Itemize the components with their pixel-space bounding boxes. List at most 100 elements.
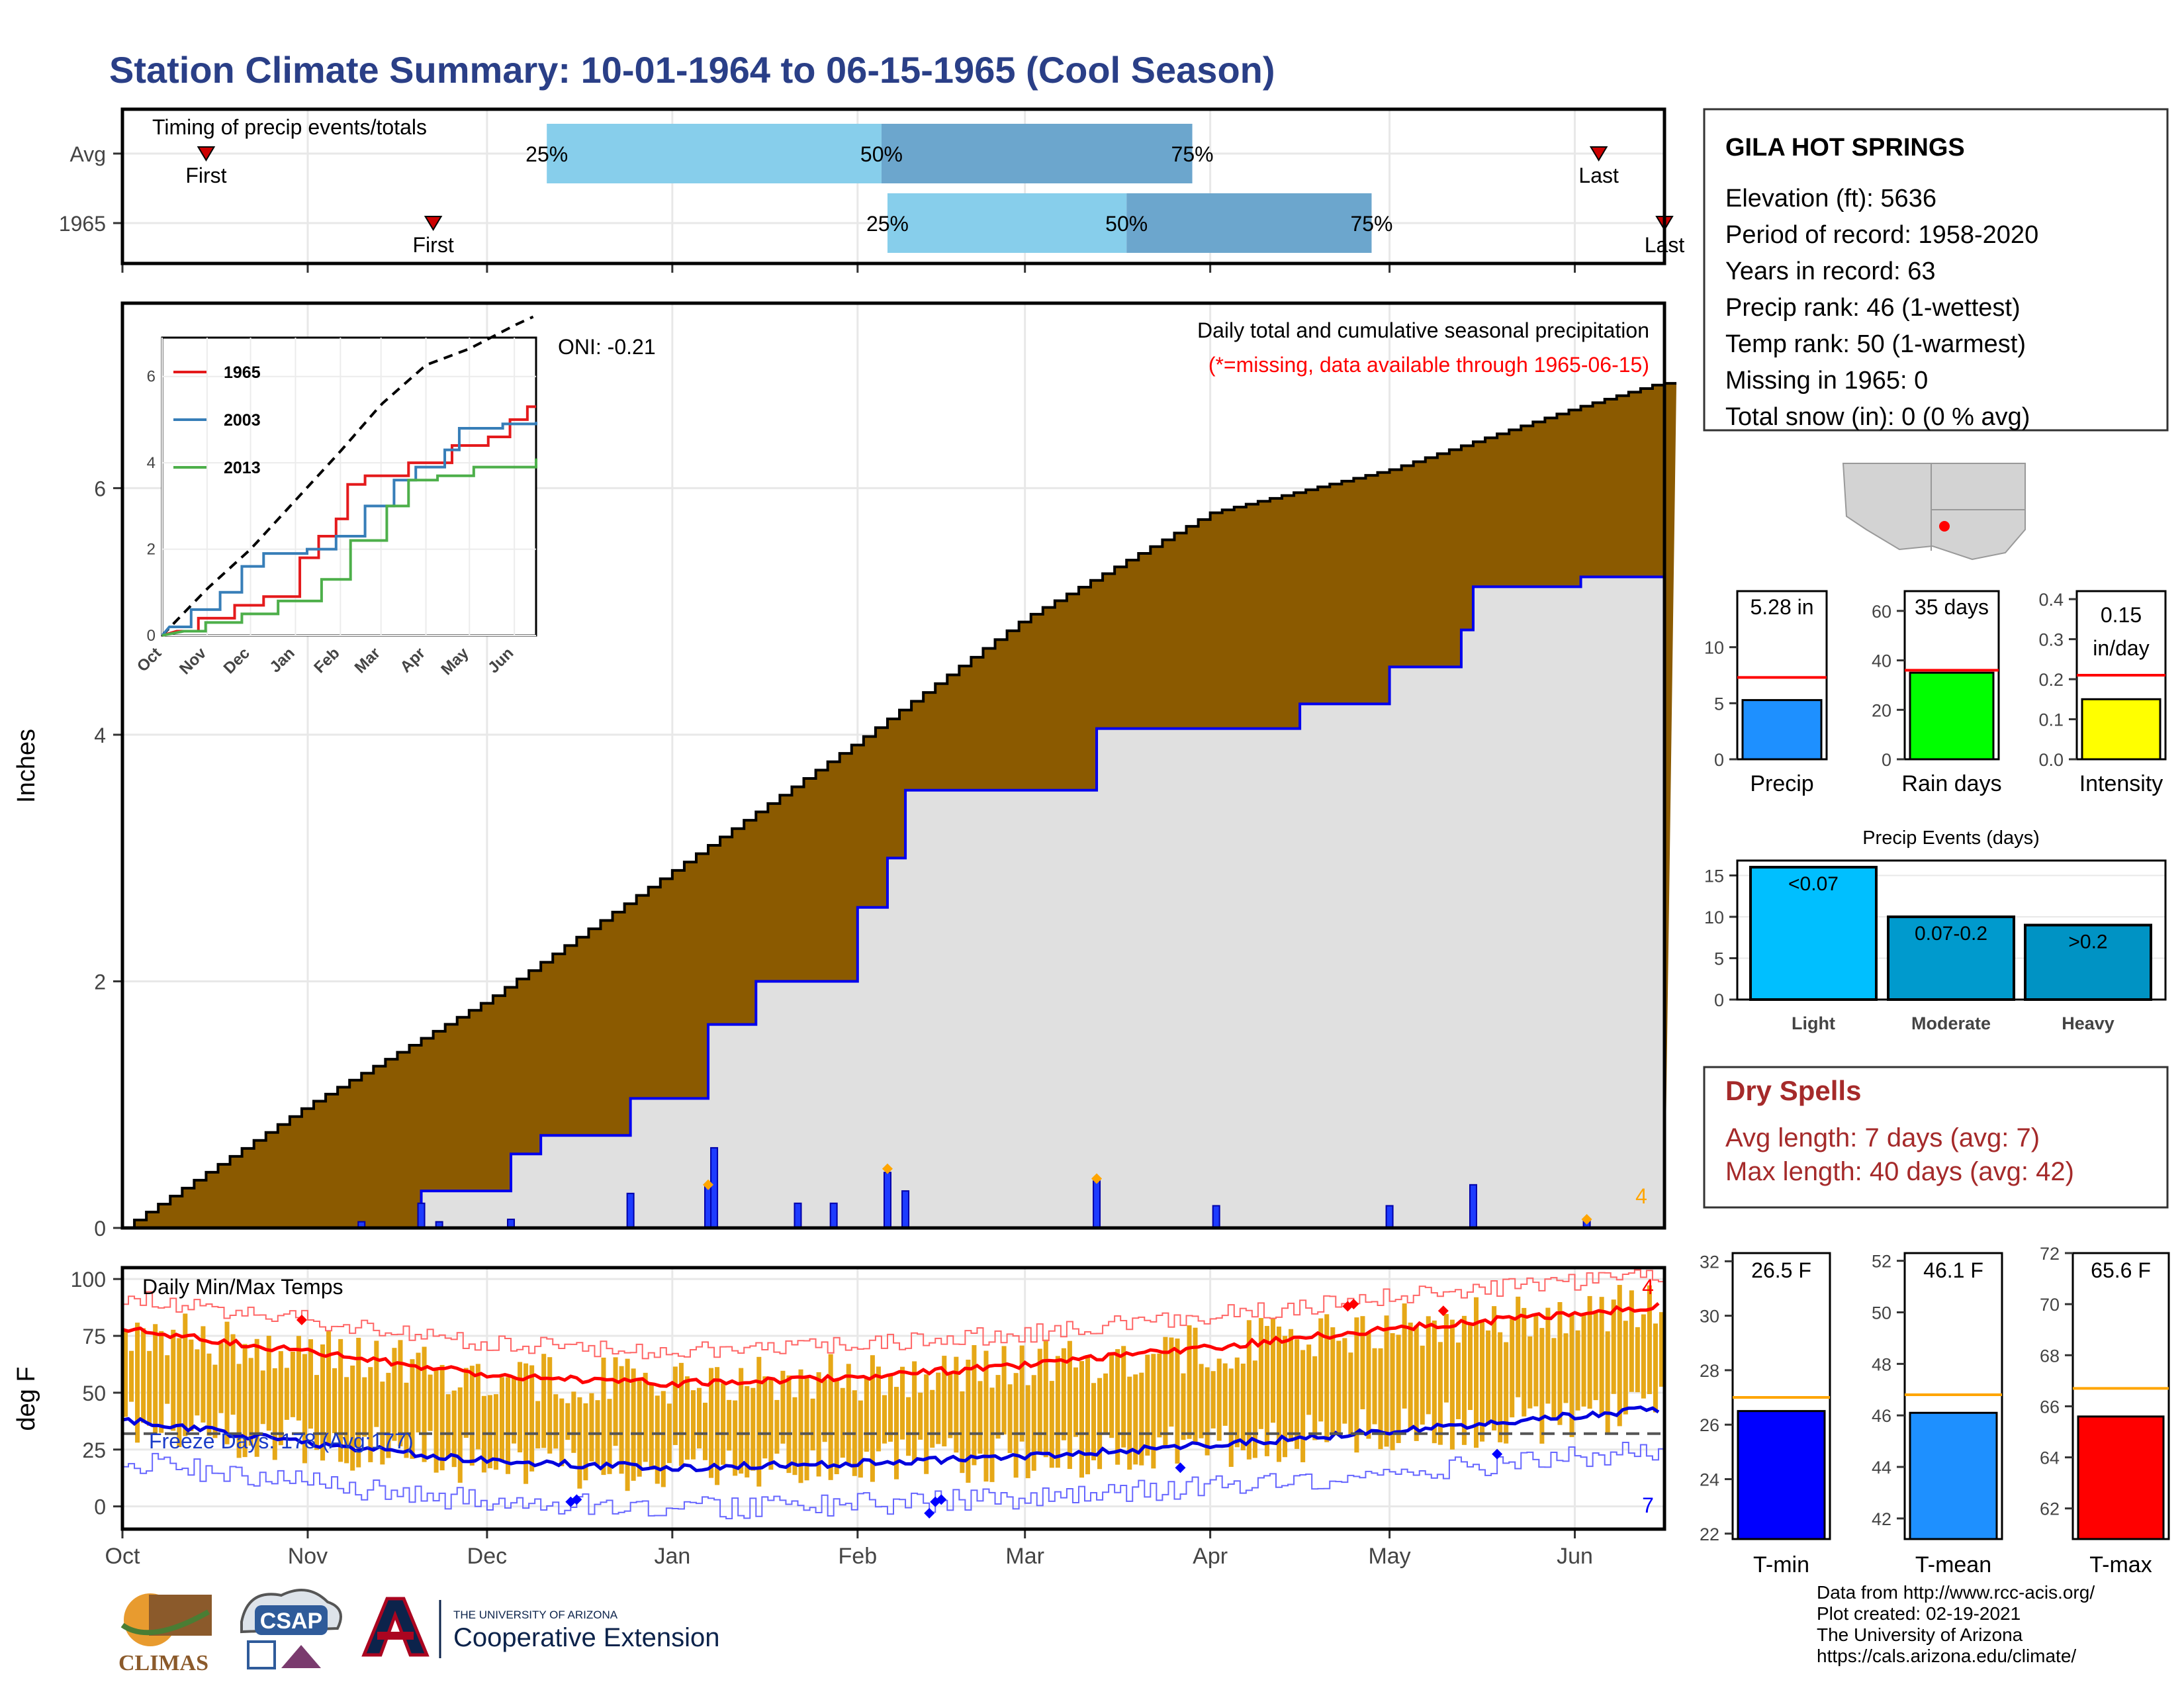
temp-bar-tick-label: 66 — [2040, 1397, 2060, 1417]
inset-line-2003 — [161, 422, 537, 637]
daily-temp-bar — [887, 1374, 893, 1442]
daily-temp-bar — [1330, 1327, 1336, 1436]
record-max-line — [122, 1269, 1664, 1360]
daily-temp-bar — [189, 1339, 194, 1431]
summary-bar-tick-label: 60 — [1872, 602, 1891, 622]
inset-line-1965 — [161, 405, 536, 637]
summary-bar-tick-label: 40 — [1872, 651, 1891, 671]
precip-missing-note: (*=missing, data available through 1965-… — [1208, 353, 1649, 377]
daily-temp-bar — [428, 1374, 433, 1431]
precip-extreme-marker — [1581, 1213, 1592, 1225]
daily-temp-bar — [1276, 1326, 1282, 1462]
month-tick-label: Jan — [654, 1544, 690, 1569]
month-tick-label: Oct — [105, 1544, 140, 1569]
climas-logo-text: CLIMAS — [118, 1651, 208, 1675]
daily-temp-bar — [248, 1358, 253, 1446]
daily-temp-bar — [1318, 1318, 1324, 1422]
climas-logo-graphic: CLIMAS — [118, 1593, 212, 1675]
daily-precip-bar — [417, 1202, 426, 1229]
daily-temp-bar — [1498, 1332, 1503, 1442]
event-bar-label: Heavy — [2062, 1013, 2115, 1033]
station-info-line: Period of record: 1958-2020 — [1725, 221, 2038, 249]
daily-temp-bar — [1246, 1320, 1251, 1460]
daily-temp-bar — [1175, 1338, 1180, 1464]
daily-temp-bar — [1097, 1378, 1103, 1470]
timing-label-25: 25% — [525, 142, 568, 166]
daily-temp-bar — [1336, 1340, 1342, 1435]
daily-temp-bar — [709, 1368, 714, 1478]
ua-logo: THE UNIVERSITY OF ARIZONA Cooperative Ex… — [357, 1592, 754, 1665]
daily-temp-bar — [840, 1387, 845, 1458]
record-min-marker — [1492, 1448, 1503, 1460]
events-title: Precip Events (days) — [1862, 827, 2040, 849]
precip-y-tick-label: 6 — [94, 477, 106, 500]
precip-extreme-marker — [703, 1179, 714, 1190]
daily-temp-bar — [212, 1364, 218, 1438]
station-info-line: Total snow (in): 0 (0 % avg) — [1725, 403, 2030, 431]
ua-logo-top-text: THE UNIVERSITY OF ARIZONA — [453, 1609, 618, 1621]
temp-bar-value-label: 65.6 F — [2091, 1258, 2151, 1282]
daily-temp-bar — [242, 1344, 248, 1458]
event-bar-label: Moderate — [1911, 1013, 1991, 1033]
daily-precip-bar — [1469, 1184, 1478, 1229]
daily-temp-bar — [141, 1328, 146, 1423]
temp-bar-tick-label: 72 — [2040, 1244, 2060, 1264]
timing-bar-25-50 — [887, 193, 1127, 253]
daily-temp-bar — [1109, 1352, 1115, 1438]
event-bar-label: Light — [1792, 1013, 1835, 1033]
daily-temp-bar — [828, 1354, 833, 1480]
daily-temp-bar — [183, 1313, 188, 1436]
station-info-line: Elevation (ft): 5636 — [1725, 185, 1936, 212]
daily-temp-bar — [774, 1399, 780, 1454]
daily-precip-bar — [901, 1190, 910, 1229]
daily-temp-bar — [1222, 1363, 1228, 1426]
avg-cumulative-line — [122, 382, 1677, 1229]
climas-logo: CLIMAS — [109, 1585, 218, 1681]
csap-logo-graphic: CSAP — [240, 1589, 342, 1669]
daily-temp-bar — [978, 1381, 983, 1454]
daily-temp-bar — [721, 1383, 726, 1465]
daily-temp-bar — [1492, 1306, 1497, 1430]
timing-label-75: 75% — [1171, 142, 1214, 166]
daily-temp-bar — [1019, 1345, 1024, 1442]
daily-temp-bar — [1516, 1296, 1521, 1397]
temp-bar-tick-label: 28 — [1700, 1361, 1719, 1381]
timing-label-50: 50% — [860, 142, 903, 166]
daily-temp-bar — [1043, 1339, 1048, 1458]
daily-temp-bar — [637, 1378, 642, 1477]
dry-spells-title: Dry Spells — [1725, 1075, 1861, 1106]
daily-temp-bar — [302, 1354, 307, 1464]
events-panel-border — [1736, 859, 2167, 1001]
daily-temp-bar — [912, 1361, 917, 1462]
daily-temp-bar — [1061, 1348, 1066, 1440]
daily-temp-bar — [1187, 1325, 1192, 1439]
daily-temp-bar — [284, 1368, 289, 1420]
daily-temp-bar — [930, 1389, 935, 1448]
timing-row-label: 1965 — [59, 212, 106, 236]
temp-y-tick-label: 50 — [82, 1382, 106, 1405]
month-tick-label: Mar — [1005, 1544, 1044, 1569]
daily-temp-bar — [607, 1399, 612, 1474]
summary-bar-label: Precip — [1750, 771, 1813, 796]
temp-bar-label: T-max — [2089, 1552, 2152, 1577]
daily-temp-bar — [1258, 1318, 1263, 1429]
daily-temp-bar — [1396, 1335, 1401, 1443]
daily-temp-bar — [272, 1368, 277, 1460]
summary-bar-tick-label: 0.2 — [2038, 670, 2064, 690]
summary-bar-tick-label: 5 — [1714, 694, 1724, 714]
daily-temp-bar — [834, 1379, 839, 1474]
daily-temp-bar — [1563, 1333, 1569, 1403]
daily-temp-bar — [1037, 1348, 1042, 1453]
csap-logo-text: CSAP — [260, 1609, 322, 1634]
daily-temp-bar — [1545, 1307, 1551, 1404]
summary-bar-tick-label: 0.0 — [2038, 750, 2064, 770]
daily-temp-bar — [613, 1357, 618, 1446]
daily-precip-bar — [1385, 1205, 1394, 1229]
daily-temp-bar — [1289, 1329, 1294, 1442]
temp-bar-label: T-min — [1753, 1552, 1809, 1577]
daily-temp-bar — [332, 1368, 338, 1434]
daily-temp-bar — [416, 1352, 421, 1432]
daily-temp-bar — [1181, 1373, 1186, 1440]
daily-temp-bar — [1557, 1302, 1563, 1425]
dry-spells-avg: Avg length: 7 days (avg: 7) — [1725, 1123, 2040, 1152]
